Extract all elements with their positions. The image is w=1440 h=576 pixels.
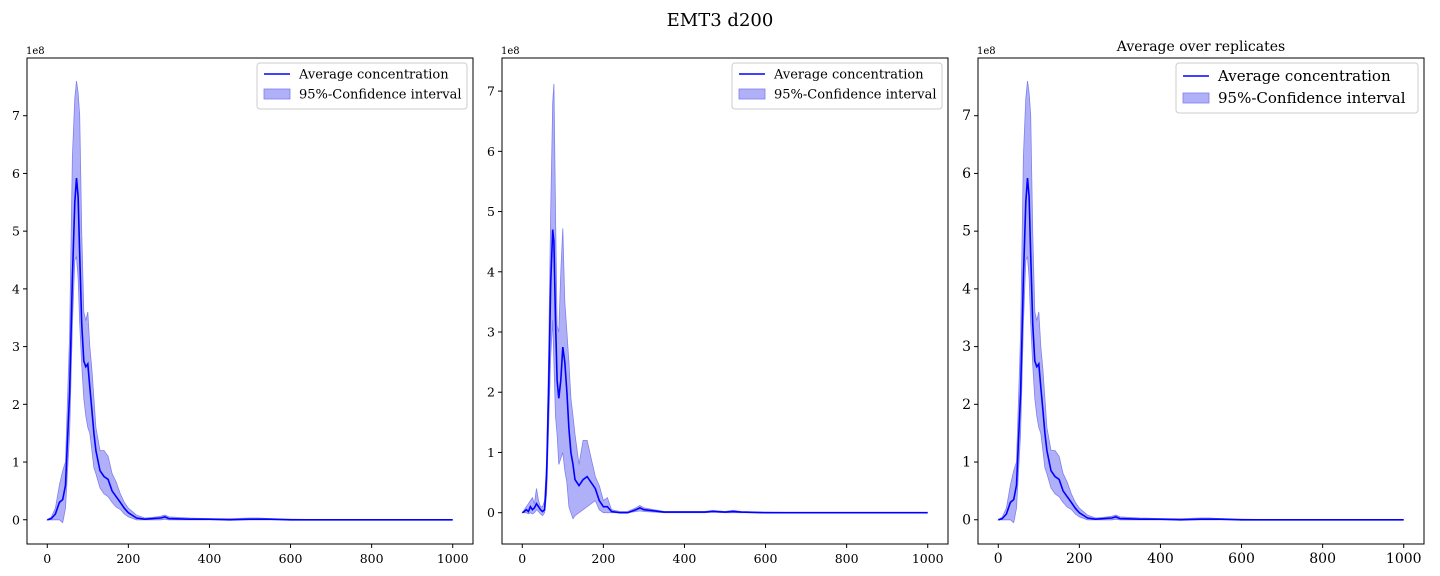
chart-panel-1: 0 200 400 600 800 1000 0 1 2 3 4 5 6 7 1e8 Average conc… [12,46,474,566]
y-tick-label: 0 [487,505,495,520]
legend-band-swatch [263,88,291,100]
legend-box [731,62,943,110]
y-tick-label: 0 [12,512,20,527]
x-tick-label: 600 [754,551,778,566]
y-tick-label: 3 [962,339,971,355]
legend-band-swatch [738,88,766,100]
y-tick-label: 7 [487,84,495,99]
x-tick-label: 600 [279,551,303,566]
x-tick-label: 800 [360,551,384,566]
y-tick-label: 6 [12,166,20,181]
y-tick-label: 7 [962,108,971,124]
y-tick-label: 6 [962,166,971,182]
y-tick-label: 1 [12,455,20,470]
legend-entry: 95%-Confidence interval [299,88,462,103]
y-tick-label: 1 [487,445,495,460]
legend: Average concentration 95%-Confidence inte… [731,62,943,110]
panel-title: Average over replicates [1116,39,1285,55]
legend: Average concentration 95%-Confidence inte… [256,62,468,110]
x-tick-label: 0 [994,551,1003,567]
y-tick-label: 4 [487,264,495,279]
x-tick-label: 200 [116,551,140,566]
y-offset-label: 1e8 [501,46,520,57]
chart-panel-2: 0 200 400 600 800 1000 0 1 2 3 4 5 6 7 1e8 Average conc… [487,46,949,566]
legend: Average concentration 95%-Confidence inte… [1175,62,1419,114]
confidence-band [521,83,928,520]
x-tick-label: 1000 [912,551,944,566]
y-tick-label: 3 [487,325,495,340]
y-tick-label: 6 [487,144,495,159]
x-tick-label: 1000 [1386,551,1422,567]
y-tick-label: 1 [962,455,971,471]
y-tick-label: 5 [962,224,971,240]
y-tick-label: 0 [962,512,971,528]
x-tick-label: 400 [1147,551,1174,567]
x-tick-label: 600 [1228,551,1255,567]
axes-frame [26,57,474,545]
confidence-band [46,81,453,524]
x-tick-label: 1000 [437,551,469,566]
chart-panel-3: Average over replicates 0 200 400 600 800 1000… [962,39,1425,567]
legend-entry: Average concentration [1217,67,1391,85]
legend-entry: Average concentration [298,68,449,83]
y-tick-label: 5 [487,204,495,219]
figure-title: EMT3 d200 [667,10,774,31]
x-tick-label: 800 [1309,551,1336,567]
confidence-band [997,81,1404,524]
legend-entry: 95%-Confidence interval [1218,89,1406,107]
y-tick-label: 3 [12,339,20,354]
legend-box [1175,62,1419,114]
y-tick-label: 5 [12,224,20,239]
y-tick-label: 4 [962,281,971,297]
axes-frame [501,57,949,545]
x-tick-label: 200 [591,551,615,566]
y-tick-label: 2 [487,385,495,400]
x-tick-label: 0 [518,551,526,566]
x-tick-label: 400 [673,551,697,566]
average-concentration-line [47,178,453,521]
legend-band-swatch [1182,92,1210,104]
y-offset-label: 1e8 [977,46,996,57]
x-tick-label: 400 [198,551,222,566]
average-concentration-line [998,178,1404,521]
y-offset-label: 1e8 [26,46,45,57]
y-tick-label: 2 [12,397,20,412]
x-tick-label: 800 [835,551,859,566]
x-tick-label: 200 [1066,551,1093,567]
x-tick-label: 0 [43,551,51,566]
y-tick-label: 4 [12,281,20,296]
y-tick-label: 7 [12,108,20,123]
average-concentration-line [521,229,928,514]
legend-entry: Average concentration [773,68,924,83]
y-tick-label: 2 [962,397,971,413]
legend-entry: 95%-Confidence interval [774,88,937,103]
axes-frame [977,57,1425,545]
legend-box [256,62,468,110]
